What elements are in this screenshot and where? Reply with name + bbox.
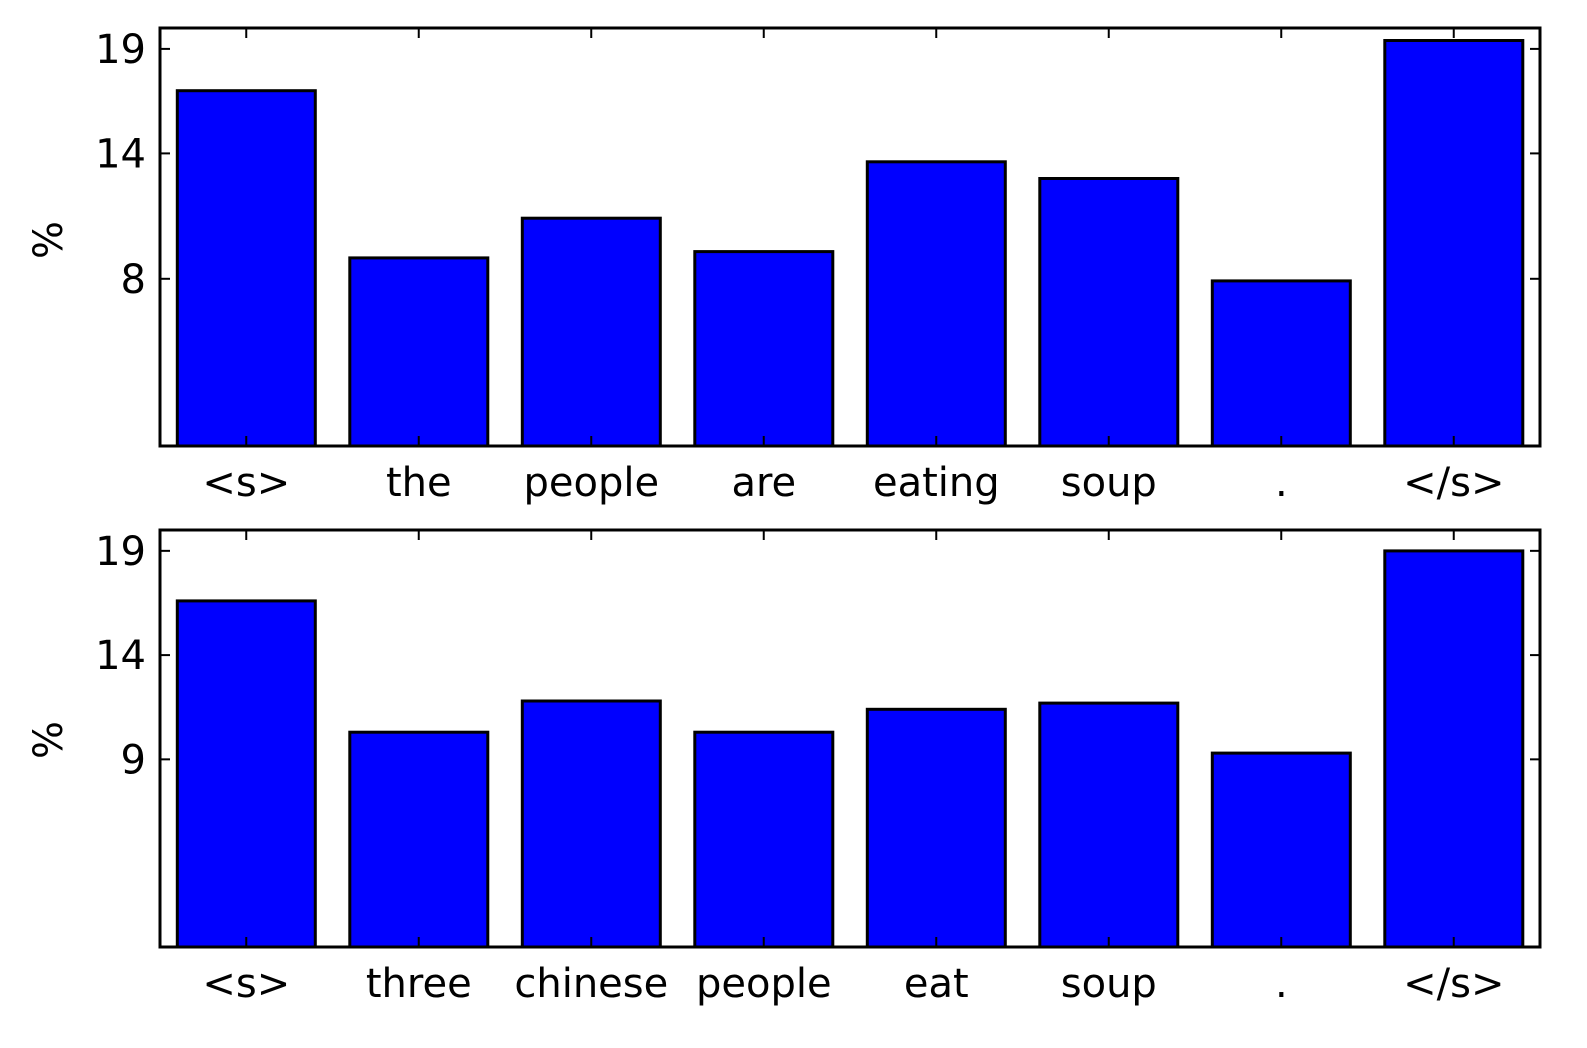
bar <box>175 89 317 448</box>
top-chart-bars <box>175 39 1525 448</box>
bar <box>1383 39 1525 448</box>
bar <box>693 250 835 448</box>
bottom-chart-ytick-labels: 9 14 19 <box>95 529 146 784</box>
bar <box>865 707 1007 949</box>
top-chart-ytick-labels: 8 14 19 <box>95 27 146 303</box>
x-tick-label: </s> <box>1403 460 1504 506</box>
x-tick-label: <s> <box>202 460 290 506</box>
top-chart-frame <box>158 26 1542 448</box>
y-tick-label: 8 <box>121 257 146 303</box>
x-tick-label: people <box>696 961 832 1007</box>
y-tick-label: 19 <box>95 529 146 575</box>
bar <box>520 216 662 448</box>
x-tick-label: three <box>366 961 472 1007</box>
bar <box>520 699 662 949</box>
bar <box>865 160 1007 448</box>
bottom-chart-bars <box>175 549 1525 949</box>
x-tick-label: eating <box>873 460 1000 506</box>
bottom-chart-ticks <box>160 530 1540 947</box>
x-tick-label: <s> <box>202 961 290 1007</box>
bar <box>693 730 835 949</box>
y-tick-label: 9 <box>121 737 146 783</box>
y-tick-label: 19 <box>95 27 146 73</box>
y-tick-label: 14 <box>95 131 146 177</box>
bar <box>348 730 490 949</box>
bar <box>1210 279 1352 448</box>
bar <box>1038 701 1180 949</box>
bottom-chart-xtick-labels: <s> three chinese people eat soup. </s> <box>202 961 1504 1007</box>
top-chart-xtick-labels: <s> the people are eating soup. </s> <box>202 460 1504 506</box>
bottom-chart-ylabel: % <box>26 721 72 759</box>
x-tick-label: people <box>524 460 660 506</box>
top-chart: % 8 14 19 <s> the people are eating soup. </s> <box>26 26 1542 506</box>
x-tick-label: </s> <box>1403 961 1504 1007</box>
bar <box>1038 177 1180 448</box>
x-tick-label: are <box>731 460 796 506</box>
x-tick-label: soup <box>1061 961 1157 1007</box>
bar <box>1210 751 1352 949</box>
top-chart-ylabel: % <box>26 221 72 259</box>
bar <box>175 599 317 949</box>
bar <box>348 256 490 448</box>
x-tick-label: soup <box>1061 460 1157 506</box>
bottom-chart: % 9 14 19 <s> three chinese people eat soup. </s… <box>26 528 1542 1007</box>
y-tick-label: 14 <box>95 633 146 679</box>
x-tick-label: . <box>1275 961 1288 1007</box>
x-tick-label: . <box>1275 460 1288 506</box>
top-chart-ticks <box>160 28 1540 446</box>
bottom-chart-frame <box>158 528 1542 949</box>
x-tick-label: eat <box>904 961 969 1007</box>
x-tick-label: the <box>386 460 452 506</box>
x-tick-label: chinese <box>514 961 668 1007</box>
bar <box>1383 549 1525 949</box>
